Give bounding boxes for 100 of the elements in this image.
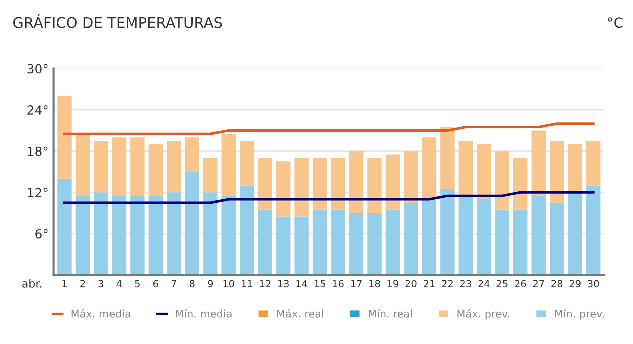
bar (294, 158, 309, 217)
legend-label: Mín. media (176, 309, 232, 318)
bar (276, 162, 291, 217)
bar (440, 127, 455, 190)
legend-label: Mín. prev. (555, 309, 604, 320)
bar (422, 200, 437, 276)
bar (386, 154, 400, 210)
bar (568, 192, 582, 276)
bar (586, 141, 601, 186)
bar (458, 196, 474, 276)
bar (331, 158, 346, 210)
bar (204, 158, 218, 193)
x-tick-label: 18 (370, 280, 380, 288)
bar (368, 213, 382, 276)
bar (477, 200, 492, 276)
bar (185, 138, 200, 172)
bar (404, 202, 418, 276)
x-tick-label: 20 (406, 280, 417, 288)
bar (495, 151, 510, 210)
bar (222, 196, 236, 276)
bar (440, 189, 455, 276)
x-tick-label: 30 (588, 280, 600, 288)
y-tick-label: 30° (28, 64, 48, 74)
x-tick-label: 27 (533, 280, 544, 288)
x-tick-label: 23 (460, 280, 472, 288)
bar (312, 210, 328, 276)
bar (58, 178, 72, 276)
x-tick-label: 7 (172, 280, 176, 288)
bar (76, 196, 90, 276)
bar (514, 158, 528, 210)
x-tick-label: 10 (224, 280, 234, 288)
x-tick-label: 29 (570, 280, 581, 288)
x-tick-label: 25 (496, 280, 508, 288)
bar (148, 196, 164, 276)
bar (276, 216, 291, 276)
bar (222, 134, 236, 196)
x-tick-label: 12 (260, 280, 271, 288)
bar (514, 210, 528, 276)
bar (94, 141, 108, 193)
x-tick-label: 15 (314, 280, 326, 288)
y-tick-label: 6° (36, 229, 48, 239)
bar (586, 186, 601, 276)
text: °C (608, 18, 623, 28)
x-tick-label: 16 (333, 280, 344, 288)
x-tick-label: 14 (296, 280, 308, 288)
bar (130, 138, 145, 196)
x-tick-label: 6 (154, 280, 158, 288)
bar (550, 202, 564, 276)
legend-label: Mín. real (369, 309, 412, 318)
bar (349, 213, 364, 276)
bar (167, 141, 182, 193)
x-tick-label: 24 (478, 280, 490, 288)
x-tick-label: 26 (515, 280, 526, 288)
x-tick-label: 2 (80, 280, 86, 288)
x-tick-label: 11 (242, 280, 252, 288)
chart-title: GRÁFICO DE TEMPERATURAS (13, 14, 222, 28)
bar (112, 138, 127, 196)
line-series (63, 122, 595, 136)
bar (331, 210, 346, 276)
x-tick-label: 21 (424, 280, 435, 288)
bar (550, 141, 564, 203)
bar (240, 141, 254, 186)
x-tick-label: 5 (135, 280, 140, 288)
bar (112, 196, 127, 276)
x-tick-label: 3 (98, 280, 104, 288)
x-tick-label: 8 (190, 280, 195, 288)
bar (58, 96, 72, 179)
x-tick-label: 17 (351, 280, 362, 288)
bar (349, 151, 364, 214)
bar (422, 138, 437, 200)
x-tick-label: 28 (552, 280, 563, 288)
x-tick-label: 19 (388, 280, 398, 288)
bar (294, 216, 309, 276)
legend-label: Máx. real (278, 309, 324, 318)
bar (495, 210, 510, 276)
x-tick-label: 4 (116, 280, 122, 288)
bar (404, 151, 418, 203)
x-tick-label: 9 (208, 280, 214, 288)
x-tick-label: 22 (442, 280, 453, 288)
bar (458, 141, 474, 196)
x-axis-title: abr. (22, 279, 42, 288)
y-tick-label: 18° (28, 146, 48, 156)
legend-label: Máx. media (72, 309, 130, 318)
bar (130, 196, 145, 276)
bar (94, 192, 108, 276)
bar (167, 192, 182, 276)
legend-label: Máx. prev. (458, 309, 510, 320)
x-tick-label: 1 (62, 280, 67, 288)
bar (258, 210, 272, 276)
bar (185, 172, 200, 276)
bar (532, 130, 546, 196)
y-tick-label: 12° (28, 188, 48, 198)
bar (312, 158, 328, 210)
x-tick-label: 13 (278, 280, 289, 288)
bar (148, 144, 164, 196)
line-series (63, 191, 595, 204)
bar (258, 158, 272, 210)
bar (477, 144, 492, 200)
bar (532, 196, 546, 276)
y-tick-label: 24° (28, 106, 48, 115)
